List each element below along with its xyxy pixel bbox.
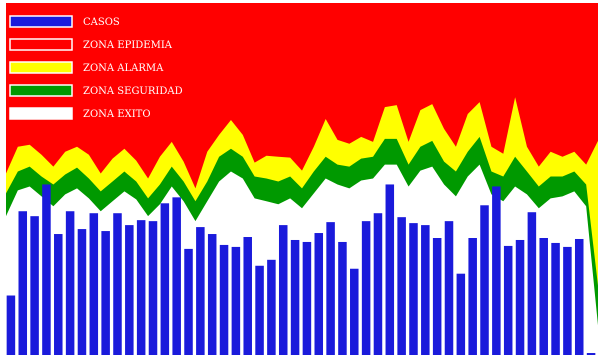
legend-label-casos: CASOS bbox=[83, 17, 120, 28]
cases-bar bbox=[492, 186, 501, 355]
cases-bar bbox=[54, 234, 63, 355]
cases-bar bbox=[302, 241, 312, 355]
cases-bar bbox=[125, 225, 134, 355]
cases-bar bbox=[361, 221, 371, 355]
cases-bar bbox=[539, 238, 548, 355]
cases-bar bbox=[444, 221, 454, 355]
cases-bar bbox=[101, 231, 110, 355]
cases-bar bbox=[551, 242, 560, 355]
cases-bar bbox=[243, 237, 252, 355]
cases-bar bbox=[219, 244, 229, 355]
cases-bar bbox=[172, 197, 181, 355]
cases-bar bbox=[42, 184, 51, 355]
cases-bar bbox=[290, 239, 300, 355]
cases-bar bbox=[338, 241, 347, 355]
legend-label-exito: ZONA EXITO bbox=[83, 109, 151, 120]
cases-bar bbox=[527, 212, 537, 355]
legend-label-epidemia: ZONA EPIDEMIA bbox=[83, 40, 173, 51]
cases-bar bbox=[148, 221, 158, 355]
cases-bar bbox=[160, 203, 170, 355]
legend-swatch-exito bbox=[9, 107, 73, 120]
cases-bar bbox=[409, 223, 418, 355]
cases-bar bbox=[89, 213, 99, 355]
cases-bar bbox=[267, 259, 276, 355]
cases-bar bbox=[278, 225, 288, 355]
cases-bar bbox=[18, 211, 28, 355]
cases-bar bbox=[563, 246, 572, 355]
cases-bar bbox=[574, 238, 584, 355]
cases-bars bbox=[6, 184, 596, 355]
cases-bar bbox=[314, 233, 324, 355]
cases-bar bbox=[373, 213, 383, 355]
cases-bar bbox=[456, 273, 466, 355]
cases-bar bbox=[480, 205, 489, 355]
cases-bar bbox=[65, 211, 75, 355]
cases-bar bbox=[468, 238, 477, 355]
cases-bar bbox=[77, 229, 87, 355]
cases-bar bbox=[586, 353, 596, 355]
cases-bar bbox=[136, 220, 146, 355]
cases-bar bbox=[231, 246, 241, 355]
legend-swatch-casos bbox=[9, 15, 73, 28]
legend-label-alarma: ZONA ALARMA bbox=[83, 63, 164, 74]
cases-bar bbox=[255, 265, 264, 355]
cases-bar bbox=[326, 222, 335, 355]
cases-bar bbox=[196, 227, 205, 355]
legend: CASOS ZONA EPIDEMIA ZONA ALARMA ZONA SEGURI… bbox=[9, 15, 183, 120]
cases-bar bbox=[385, 184, 395, 355]
cases-bar bbox=[432, 238, 442, 355]
cases-bar bbox=[30, 216, 39, 355]
cases-bar bbox=[113, 213, 122, 355]
cases-bar bbox=[6, 295, 16, 355]
cases-bar bbox=[207, 234, 217, 355]
legend-swatch-epidemia bbox=[9, 38, 73, 51]
cases-bar bbox=[515, 239, 525, 355]
cases-bar bbox=[421, 225, 430, 355]
legend-swatch-seguridad bbox=[9, 84, 73, 97]
cases-bar bbox=[350, 268, 359, 355]
legend-swatch-alarma bbox=[9, 61, 73, 74]
cases-bar bbox=[503, 245, 513, 355]
legend-label-seguridad: ZONA SEGURIDAD bbox=[83, 86, 183, 97]
cases-bar bbox=[397, 217, 406, 355]
cases-bar bbox=[184, 248, 193, 355]
